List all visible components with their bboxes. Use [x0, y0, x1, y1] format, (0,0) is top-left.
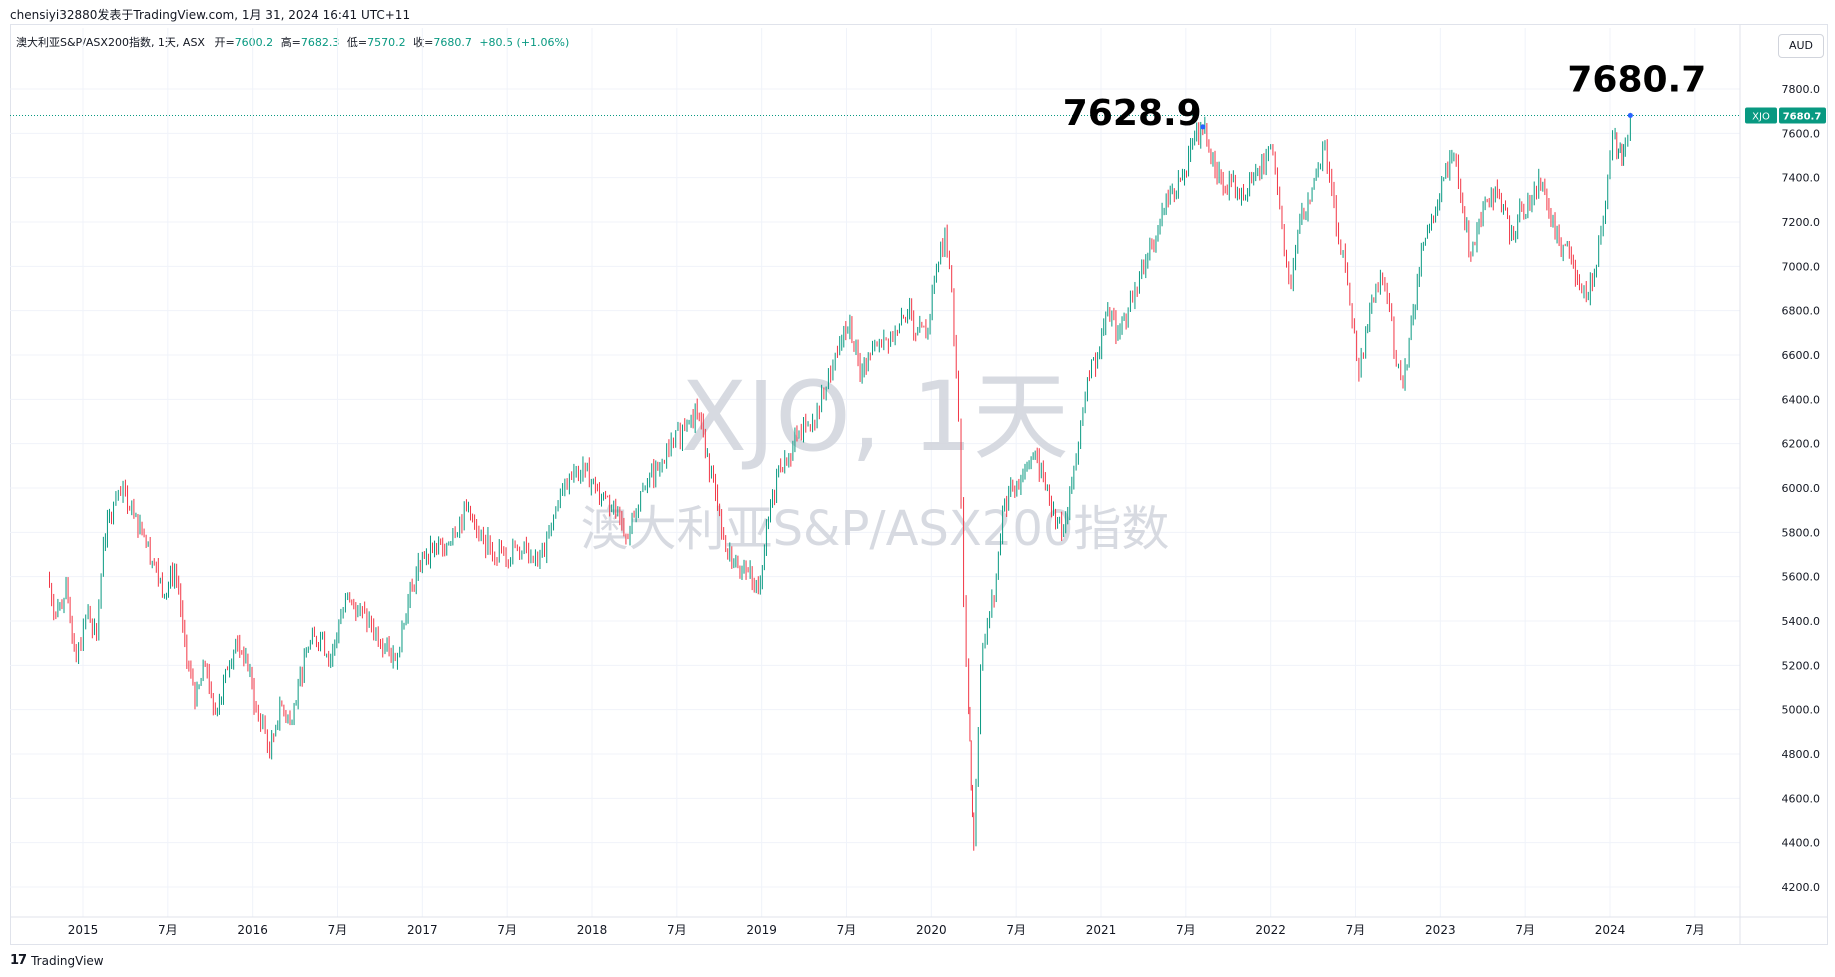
x-tick-label: 7月: [667, 923, 687, 937]
y-tick-label: 4400.0: [1782, 837, 1821, 850]
y-tick-label: 5400.0: [1782, 615, 1821, 628]
y-tick-label: 5200.0: [1782, 659, 1821, 672]
y-tick-label: 5600.0: [1782, 571, 1821, 584]
y-tick-label: 4800.0: [1782, 748, 1821, 761]
x-tick-label: 7月: [1346, 923, 1366, 937]
legend-close-label: 收=: [413, 36, 434, 49]
x-tick-label: 2018: [577, 923, 608, 937]
x-tick-label: 2023: [1425, 923, 1456, 937]
legend-change: +80.5 (+1.06%): [479, 36, 570, 49]
y-tick-label: 6200.0: [1782, 438, 1821, 451]
y-tick-label: 5800.0: [1782, 526, 1821, 539]
chart-frame: [10, 24, 1828, 945]
x-tick-label: 7月: [328, 923, 348, 937]
legend-low-label: 低=: [346, 36, 368, 49]
publisher-line: chensiyi32880发表于TradingView.com, 1月 31, …: [10, 8, 411, 22]
y-tick-label: 7200.0: [1782, 216, 1821, 229]
x-tick-label: 2021: [1086, 923, 1117, 937]
tradingview-logo-icon[interactable]: 17: [10, 953, 27, 968]
x-tick-label: 7月: [1515, 923, 1535, 937]
x-tick-label: 7月: [158, 923, 178, 937]
x-tick-label: 7月: [837, 923, 857, 937]
x-tick-label: 2020: [916, 923, 947, 937]
legend-low-value: 7570.2: [367, 36, 406, 49]
footer: 17 TradingView: [10, 953, 104, 968]
x-tick-label: 7月: [1685, 923, 1705, 937]
price-tag-symbol: XJO: [1752, 111, 1770, 122]
y-tick-label: 5000.0: [1782, 704, 1821, 717]
x-tick-label: 7月: [1006, 923, 1026, 937]
x-tick-label: 2019: [746, 923, 777, 937]
y-tick-label: 7400.0: [1782, 172, 1821, 185]
x-tick-label: 7月: [497, 923, 517, 937]
price-tag-value-bg: [1779, 107, 1826, 124]
annotation-label: 7628.9: [1063, 93, 1202, 134]
y-tick-label: 6600.0: [1782, 349, 1821, 362]
legend-high-label: 高=: [280, 36, 301, 49]
currency-button[interactable]: AUD: [1778, 34, 1824, 58]
x-tick-label: 2024: [1595, 923, 1626, 937]
x-tick-label: 2016: [237, 923, 268, 937]
x-tick-label: 2017: [407, 923, 438, 937]
y-tick-label: 7000.0: [1782, 260, 1821, 273]
y-tick-label: 4200.0: [1782, 881, 1821, 894]
x-tick-label: 2022: [1255, 923, 1286, 937]
y-tick-label: 7600.0: [1782, 127, 1821, 140]
legend-symbol: 澳大利亚S&P/ASX200指数, 1天, ASX: [16, 36, 205, 49]
annotation-label: 7680.7: [1567, 59, 1706, 100]
y-tick-label: 6000.0: [1782, 482, 1821, 495]
watermark-subtitle: 澳大利亚S&P/ASX200指数: [581, 501, 1170, 557]
legend-high-value: 7682.3: [300, 36, 340, 49]
symbol-legend: 澳大利亚S&P/ASX200指数, 1天, ASX 开=7600.2 高=768…: [16, 34, 573, 50]
footer-brand[interactable]: TradingView: [31, 953, 104, 968]
y-tick-label: 4600.0: [1782, 792, 1821, 805]
x-tick-label: 2015: [68, 923, 99, 937]
annotation-dot: [1200, 124, 1206, 130]
annotation-dot: [1627, 112, 1633, 118]
watermark-title: XJO, 1天: [681, 361, 1069, 473]
y-tick-label: 6800.0: [1782, 305, 1821, 318]
y-tick-label: 6400.0: [1782, 393, 1821, 406]
y-tick-label: 7800.0: [1782, 83, 1821, 96]
price-tag-value: 7680.7: [1783, 111, 1822, 122]
legend-open-label: 开=: [214, 36, 235, 49]
legend-open-value: 7600.2: [234, 36, 274, 49]
legend-close-value: 7680.7: [433, 36, 472, 49]
price-tag-symbol-bg: [1745, 107, 1777, 124]
x-tick-label: 7月: [1176, 923, 1196, 937]
